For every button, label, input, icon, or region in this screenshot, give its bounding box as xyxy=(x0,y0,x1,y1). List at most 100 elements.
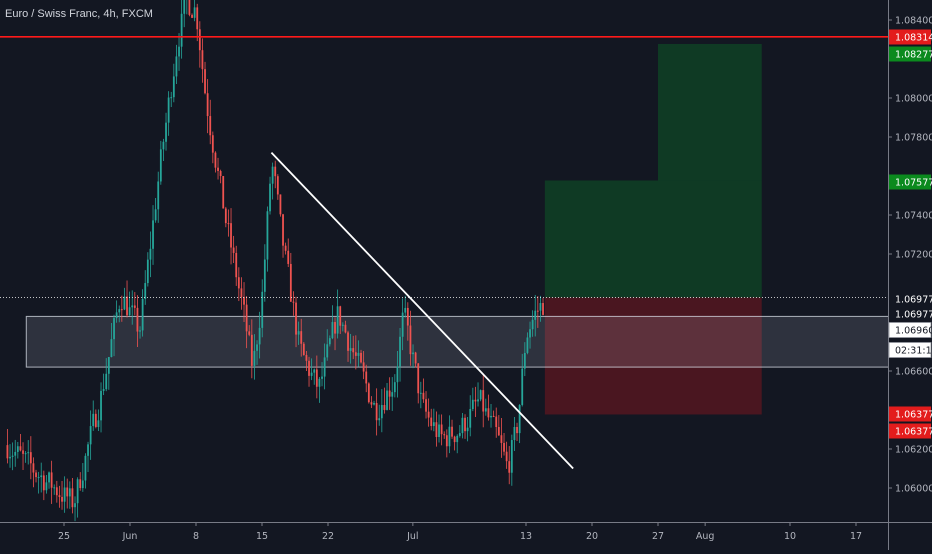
candle-down xyxy=(451,426,453,437)
candle-down xyxy=(217,167,219,172)
candle-up xyxy=(100,390,102,421)
x-tick-label: Aug xyxy=(696,531,715,542)
candle-up xyxy=(76,479,79,504)
x-tick-label: Jul xyxy=(406,531,418,542)
candle-up xyxy=(175,56,178,77)
candle-down xyxy=(126,296,128,316)
candle-up xyxy=(89,426,92,445)
candle-down xyxy=(443,434,446,436)
candle-up xyxy=(110,339,113,358)
candle-down xyxy=(22,450,24,454)
candle-down xyxy=(302,343,305,355)
y-tick-label: 1.08000 xyxy=(895,94,932,105)
candle-down xyxy=(503,442,505,452)
candle-up xyxy=(152,220,154,249)
candle-down xyxy=(19,446,22,451)
candle-up xyxy=(9,456,11,459)
candle-up xyxy=(118,309,121,313)
candle-up xyxy=(432,422,435,427)
candle-up xyxy=(102,389,105,391)
candle-up xyxy=(172,76,175,98)
candle-down xyxy=(500,435,503,443)
loss-zone xyxy=(544,297,762,415)
candle-down xyxy=(198,29,201,51)
price-label-bg xyxy=(889,29,931,45)
candle-down xyxy=(430,417,433,427)
candle-down xyxy=(308,360,310,376)
candle-up xyxy=(419,392,422,394)
candle-down xyxy=(425,399,427,412)
trendline xyxy=(270,151,574,470)
candle-down xyxy=(209,116,212,136)
candle-up xyxy=(484,408,487,412)
candle-down xyxy=(35,472,37,478)
candle-up xyxy=(154,209,157,221)
candle-down xyxy=(435,422,438,437)
candle-down xyxy=(422,392,425,400)
candle-up xyxy=(373,403,375,405)
candle-down xyxy=(32,463,35,473)
y-tick-label: 1.06600 xyxy=(895,367,932,378)
candle-up xyxy=(84,455,87,481)
candle-up xyxy=(526,337,529,353)
candle-up xyxy=(74,503,76,508)
price-label: 1.06377 xyxy=(895,410,932,421)
candle-up xyxy=(256,344,258,351)
candle-down xyxy=(315,369,318,387)
candle-up xyxy=(321,376,323,379)
candle-down xyxy=(287,250,290,264)
candle-down xyxy=(440,424,443,435)
profit-zone-1 xyxy=(544,180,762,298)
x-tick-label: 10 xyxy=(784,531,796,542)
candle-down xyxy=(347,332,349,351)
candle-down xyxy=(232,247,235,253)
price-label-bg xyxy=(889,306,931,322)
candle-up xyxy=(412,352,414,355)
candle-down xyxy=(201,50,204,70)
candle-down xyxy=(300,331,303,344)
candle-down xyxy=(495,416,498,428)
candle-up xyxy=(328,338,331,345)
candle-up xyxy=(456,435,459,443)
candle-up xyxy=(466,427,469,432)
candle-up xyxy=(123,296,126,310)
candle-up xyxy=(144,283,147,299)
candle-down xyxy=(188,0,191,15)
y-tick-label: 1.06200 xyxy=(895,445,932,456)
candle-down xyxy=(279,194,282,215)
symbol-title: Euro / Swiss Franc, 4h, FXCM xyxy=(5,8,153,20)
candle-down xyxy=(505,451,508,462)
candle-up xyxy=(141,298,144,331)
candle-up xyxy=(11,455,14,457)
candle-up xyxy=(529,329,531,338)
candle-down xyxy=(6,445,9,459)
candle-up xyxy=(380,405,383,419)
price-label: 02:31:19 xyxy=(895,346,932,357)
y-tick-label: 1.07800 xyxy=(895,133,932,144)
candle-down xyxy=(487,408,490,418)
x-tick-label: 20 xyxy=(586,531,598,542)
candle-down xyxy=(409,325,412,355)
candle-up xyxy=(131,305,134,308)
x-tick-label: 15 xyxy=(256,531,268,542)
x-tick-label: Jun xyxy=(122,531,138,542)
candle-down xyxy=(284,245,287,251)
price-label: 1.06377 xyxy=(895,427,932,438)
candle-up xyxy=(326,344,329,358)
candle-down xyxy=(66,487,69,497)
candle-down xyxy=(289,263,292,302)
price-label-bg xyxy=(889,291,931,307)
candle-down xyxy=(367,383,370,403)
price-label-bg xyxy=(889,423,931,439)
candle-down xyxy=(191,14,193,18)
candle-down xyxy=(482,390,485,412)
candle-up xyxy=(162,141,165,150)
candle-up xyxy=(539,303,542,311)
candle-down xyxy=(42,475,45,491)
lines-layer xyxy=(0,35,888,470)
candle-up xyxy=(149,248,152,260)
candle-up xyxy=(404,307,407,313)
candles-layer xyxy=(6,0,544,522)
candle-up xyxy=(378,418,381,421)
